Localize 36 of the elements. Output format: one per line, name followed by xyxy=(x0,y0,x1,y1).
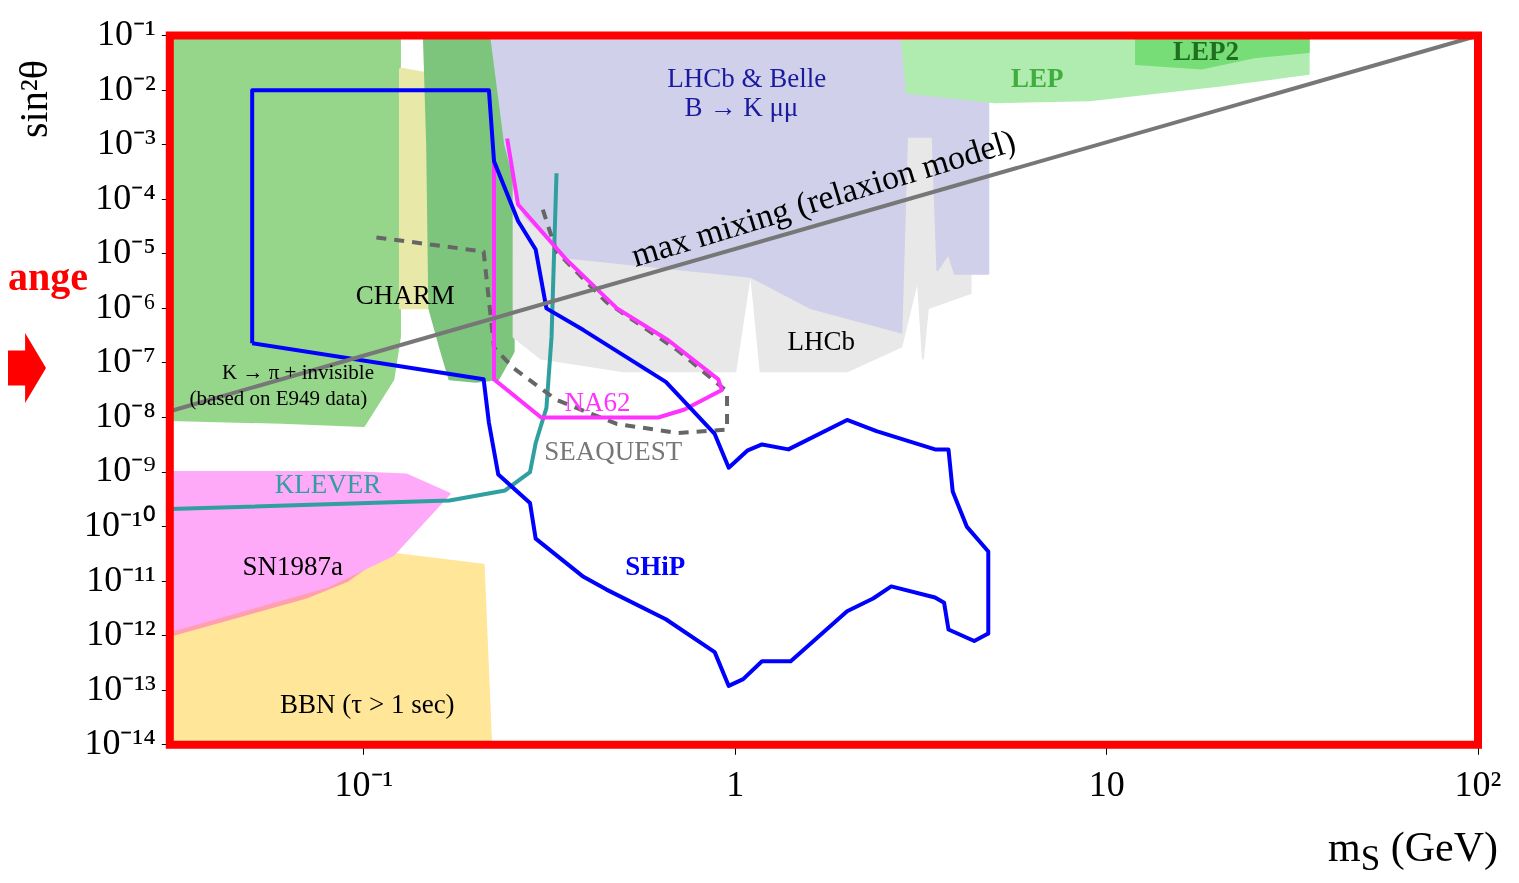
y-tick-label: 10⁻⁸ xyxy=(95,394,156,435)
y-tick-label: 10⁻⁴ xyxy=(95,176,156,217)
annotation: K → π + invisible xyxy=(222,359,374,384)
y-tick-label: 10⁻¹⁰ xyxy=(84,504,156,545)
y-axis-title: sin²θ xyxy=(10,60,57,138)
y-tick-label: 10⁻⁷ xyxy=(95,340,156,381)
x-axis-title: m$_{S}$ (GeV) xyxy=(1328,823,1498,880)
y-tick-label: 10⁻² xyxy=(97,67,156,108)
y-tick-label: 10⁻¹ xyxy=(97,13,156,54)
y-tick-label: 10⁻⁹ xyxy=(95,449,156,490)
annotation: B → K μμ xyxy=(684,92,799,123)
annotation: max mixing (relaxion model) xyxy=(626,121,1020,275)
x-tick-label: 1 xyxy=(726,763,745,804)
y-tick-label: 10⁻⁶ xyxy=(95,285,156,326)
annotation: SN1987a xyxy=(242,551,344,582)
y-tick-label: 10⁻⁵ xyxy=(95,231,156,272)
annotation: LEP2 xyxy=(1172,36,1239,67)
annotation: CHARM xyxy=(355,279,455,310)
annotation: KLEVER xyxy=(274,469,382,500)
y-tick-label: 10⁻¹³ xyxy=(86,667,156,708)
annotation: (based on E949 data) xyxy=(189,385,368,410)
annotation: BBN (τ > 1 sec) xyxy=(280,688,455,719)
annotation: SHiP xyxy=(625,551,686,582)
x-tick-label: 10⁻¹ xyxy=(334,763,394,804)
y-tick-label: 10⁻¹² xyxy=(86,613,156,654)
x-tick-label: 10 xyxy=(1088,763,1125,804)
y-tick-label: 10⁻¹¹ xyxy=(86,558,156,599)
annotation: LHCb xyxy=(787,325,856,356)
x-tick-label: 10² xyxy=(1454,763,1502,804)
annotation: SEAQUEST xyxy=(544,435,683,466)
text: ange xyxy=(8,253,88,300)
annotation: LEP xyxy=(1010,63,1064,94)
y-tick-label: 10⁻¹⁴ xyxy=(84,722,156,763)
y-tick-label: 10⁻³ xyxy=(97,122,156,163)
annotation: LHCb & Belle xyxy=(667,63,827,94)
annotation: NA62 xyxy=(564,387,631,418)
